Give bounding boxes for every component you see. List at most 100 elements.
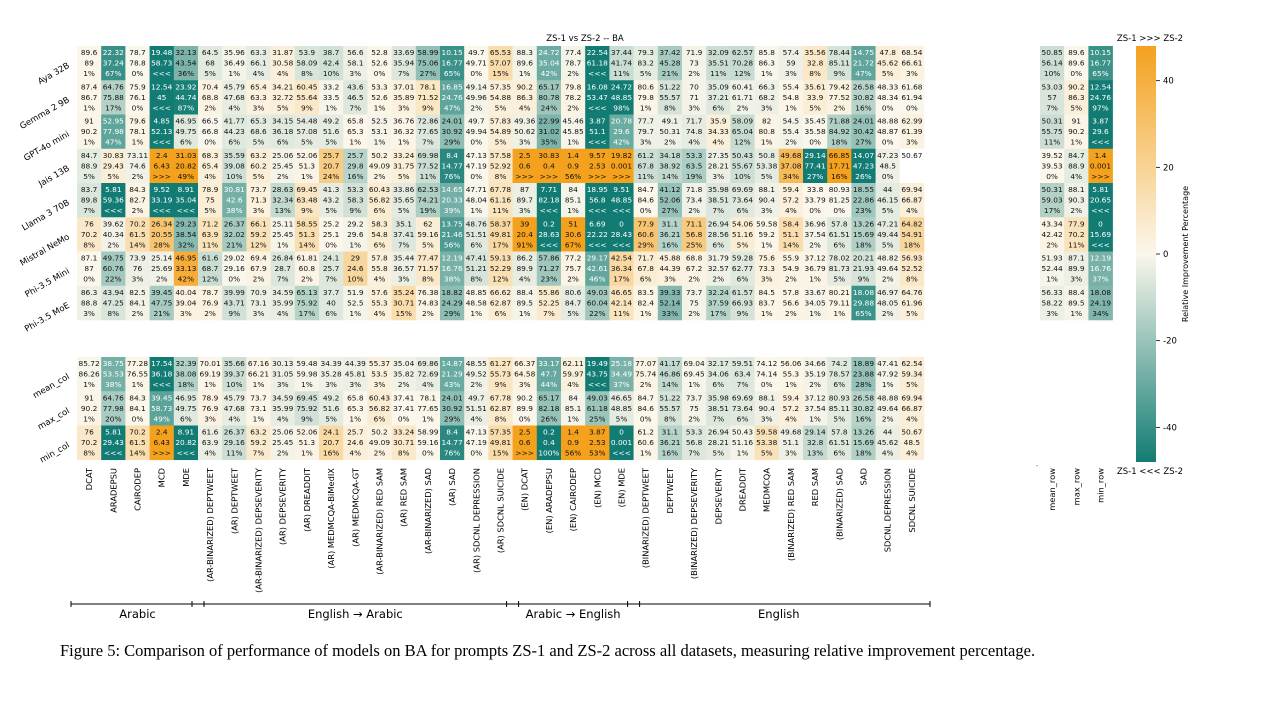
cell-percent-label: 2%: [785, 138, 797, 147]
cell-percent-label: 2%: [688, 275, 700, 284]
cell-value-label: 29.14: [805, 151, 826, 160]
cell-value-label: 59.34: [901, 370, 922, 379]
cell-value-label: 28.63: [538, 230, 559, 239]
heatmap-cell: [367, 425, 392, 461]
heatmap-cell: [778, 114, 804, 150]
cell-value-label: 78.7: [565, 59, 582, 68]
cell-value-label: 2.5: [519, 428, 531, 437]
cell-value-label: 24.01: [442, 393, 463, 402]
cell-percent-label: 4%: [906, 414, 918, 423]
cell-value-label: 75.92: [296, 404, 317, 413]
cell-value-label: 24.29: [442, 298, 463, 307]
cell-percent-label: 28%: [153, 240, 169, 249]
heatmap-cell: [149, 46, 175, 81]
cell-percent-label: 9%: [301, 103, 313, 112]
cell-value-label: 45.81: [345, 370, 366, 379]
cell-value-label: 45.62: [877, 438, 898, 447]
heatmap-cell: [585, 46, 610, 81]
cell-value-label: 49.75: [175, 404, 196, 413]
cell-value-label: 88.1: [758, 393, 775, 402]
heatmap-cell: [488, 114, 513, 150]
cell-percent-label: 6%: [325, 309, 337, 318]
heatmap-cell: [561, 251, 586, 287]
cell-value-label: 26.37: [224, 428, 245, 437]
cell-percent-label: 4%: [906, 449, 918, 458]
cell-value-label: 3.87: [589, 117, 606, 126]
heatmap-cell: [512, 251, 538, 287]
heatmap-cell: [754, 148, 780, 184]
cell-value-label: 51.6: [323, 127, 340, 136]
cell-percent-label: 1%: [349, 138, 361, 147]
cell-value-label: 33.9: [807, 93, 824, 102]
cell-percent-label: 4%: [277, 69, 289, 78]
cell-value-label: 59.03: [1042, 196, 1063, 205]
heatmap-cell: [1088, 183, 1113, 218]
cell-value-label: 18.89: [853, 359, 874, 368]
cell-value-label: 14.77: [442, 161, 463, 170]
cell-value-label: 66.21: [248, 370, 269, 379]
cell-value-label: 52.6: [371, 93, 388, 102]
cell-percent-label: 5%: [737, 240, 749, 249]
cell-value-label: 82.18: [538, 404, 559, 413]
heatmap-cell: [488, 46, 513, 81]
heatmap-cell: [1040, 114, 1065, 150]
cell-value-label: 66.87: [901, 196, 922, 205]
cell-percent-label: 11%: [637, 172, 653, 181]
heatmap-cell: [391, 148, 417, 184]
heatmap-cell: [294, 183, 320, 218]
cell-percent-label: 5%: [567, 309, 579, 318]
heatmap-cell: [561, 114, 586, 150]
cell-percent-label: 65%: [855, 309, 871, 318]
heatmap-cell: [536, 285, 562, 321]
cell-value-label: 62.87: [490, 404, 511, 413]
column-label: (BINARIZED) SAD: [834, 468, 844, 540]
cell-value-label: 79.8: [565, 82, 582, 91]
column-label: (EN) MCD: [592, 468, 602, 508]
heatmap-cell: [246, 425, 271, 461]
cell-value-label: 70: [689, 82, 699, 91]
cell-percent-label: 3%: [906, 138, 918, 147]
heatmap-cell: [222, 391, 247, 426]
heatmap-cell: [899, 80, 925, 115]
cell-value-label: 52.06: [296, 151, 317, 160]
cell-value-label: 75: [205, 196, 215, 205]
cell-value-label: 20.82: [175, 161, 196, 170]
cell-value-label: 49.52: [466, 370, 487, 379]
cell-percent-label: 21%: [226, 240, 242, 249]
cell-value-label: 60.2: [250, 161, 266, 170]
cell-value-label: 61.6: [202, 254, 219, 263]
cell-value-label: 54.5: [783, 117, 800, 126]
heatmap-cell: [391, 183, 417, 218]
cell-percent-label: 2%: [132, 172, 144, 181]
cell-value-label: 36.34: [611, 264, 632, 273]
cell-value-label: 62.11: [563, 359, 584, 368]
cell-value-label: 1.4: [1095, 151, 1107, 160]
heatmap-cell: [754, 217, 780, 252]
heatmap-cell: [367, 217, 392, 252]
cell-percent-label: 4%: [785, 206, 797, 215]
cell-value-label: 85.8: [758, 48, 775, 57]
cell-percent-label: 2%: [132, 309, 144, 318]
cell-value-label: 79.42: [829, 82, 850, 91]
cell-value-label: 48.85: [611, 196, 632, 205]
heatmap-cell: [319, 183, 344, 218]
cell-value-label: 47.75: [151, 298, 172, 307]
cell-percent-label: 19%: [686, 172, 702, 181]
cell-value-label: 84.3: [129, 185, 146, 194]
cell-value-label: 32.34: [272, 196, 293, 205]
cell-value-label: 31.05: [272, 370, 293, 379]
cell-value-label: 51.16: [732, 438, 753, 447]
heatmap-cell: [415, 251, 441, 287]
cell-percent-label: 0%: [470, 138, 482, 147]
cell-percent-label: 11%: [492, 206, 508, 215]
cell-value-label: 51.6: [323, 404, 340, 413]
row-label: Phi-3.5 MoE: [23, 301, 71, 335]
cell-value-label: 70.01: [200, 359, 221, 368]
cell-percent-label: 11%: [1044, 138, 1060, 147]
cell-percent-label: 100%: [538, 449, 559, 458]
cell-value-label: 36.57: [393, 264, 414, 273]
cell-value-label: 29.2: [347, 219, 363, 228]
cell-value-label: 29.14: [805, 428, 826, 437]
heatmap-cell: [343, 217, 368, 252]
cell-value-label: 84.3: [129, 393, 146, 402]
